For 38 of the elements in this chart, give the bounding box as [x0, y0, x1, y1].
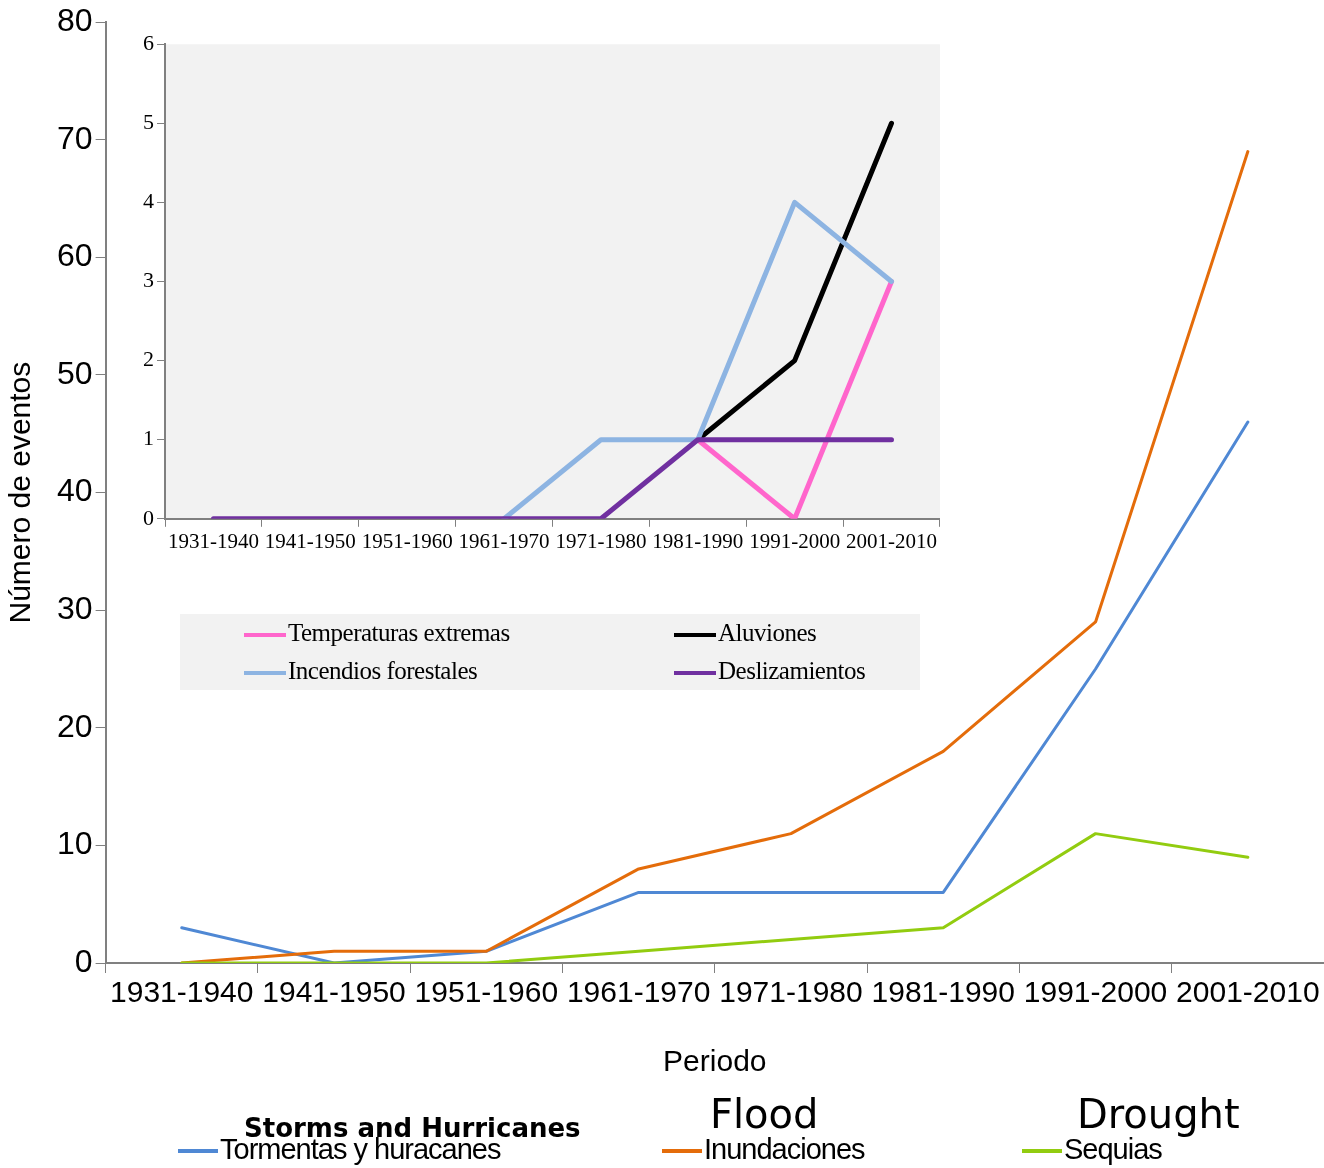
legend-label: Incendios forestales — [288, 657, 478, 684]
x-tick-label: 2001-2010 — [846, 528, 937, 553]
y-tick-label: 0 — [74, 942, 93, 979]
x-tick-label: 1981-1990 — [871, 975, 1015, 1009]
y-tick-label: 60 — [57, 237, 93, 274]
y-tick-label: 70 — [57, 119, 93, 156]
y-tick-label: 3 — [143, 267, 154, 293]
y-tick-label: 10 — [57, 825, 93, 862]
x-tick-label: 1991-2000 — [749, 528, 841, 553]
y-tick-label: 40 — [57, 472, 93, 509]
y-tick-label: 4 — [143, 188, 154, 214]
y-tick-label: 6 — [143, 29, 154, 55]
x-tick-label: 1931-1940 — [110, 975, 254, 1009]
x-tick-label: 1971-1980 — [719, 975, 863, 1009]
x-tick-label: 1961-1970 — [566, 975, 711, 1009]
x-tick-label: 1931-1940 — [167, 528, 259, 553]
y-tick-label: 5 — [143, 109, 154, 135]
x-tick-label: 1951-1960 — [361, 528, 453, 553]
x-tick-label: 1951-1960 — [414, 975, 559, 1009]
x-axis-title: Periodo — [663, 1044, 767, 1078]
legend-label: Deslizamientos — [718, 657, 866, 684]
y-axis-title: Número de eventos — [3, 361, 37, 624]
x-tick-label: 1941-1950 — [262, 975, 406, 1009]
y-tick-label: 2 — [143, 346, 154, 372]
y-tick-label: 80 — [57, 2, 93, 39]
y-tick-label: 1 — [143, 425, 154, 451]
legend-label: Temperaturas extremas — [288, 619, 510, 646]
x-tick-label: 1961-1970 — [458, 528, 550, 553]
legend-label: Aluviones — [718, 619, 817, 646]
x-tick-label: 1981-1990 — [652, 528, 744, 553]
y-tick-label: 30 — [57, 590, 93, 627]
x-tick-label: 1971-1980 — [555, 528, 647, 553]
x-tick-label: 1941-1950 — [264, 528, 356, 553]
y-tick-label: 50 — [57, 354, 93, 391]
x-tick-label: 1991-2000 — [1023, 975, 1168, 1009]
x-tick-label: 2001-2010 — [1176, 975, 1320, 1009]
y-tick-label: 0 — [143, 504, 154, 530]
y-tick-label: 20 — [57, 707, 93, 744]
